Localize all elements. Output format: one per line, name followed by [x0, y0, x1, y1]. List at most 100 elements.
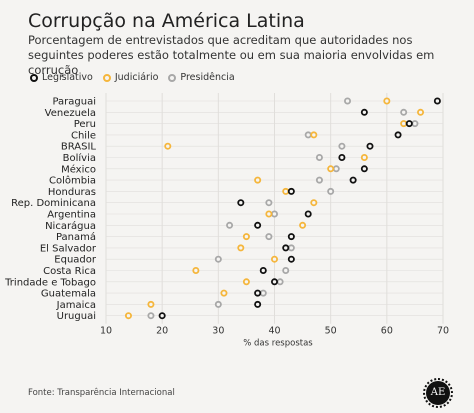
dot-judiciario — [242, 278, 250, 286]
dot-legislativo — [287, 255, 295, 263]
category-label: Peru — [74, 119, 96, 130]
legend-marker-judiciario — [102, 73, 111, 82]
dot-presidencia — [304, 131, 312, 139]
category-label: BRASIL — [61, 142, 97, 153]
legend-label-legislativo: Legislativo — [42, 72, 93, 83]
source-note: Fonte: Transparência Internacional — [28, 388, 175, 398]
dot-legislativo — [405, 120, 413, 128]
dot-judiciario — [265, 210, 273, 218]
category-label: Uruguai — [57, 311, 96, 322]
dot-judiciario — [327, 165, 335, 173]
x-tick-label: 40 — [268, 326, 280, 337]
dot-legislativo — [237, 199, 245, 207]
dot-legislativo — [270, 278, 278, 286]
dot-presidencia — [400, 108, 408, 116]
x-tick-label: 30 — [212, 326, 224, 337]
dot-presidencia — [214, 300, 222, 308]
dot-judiciario — [417, 108, 425, 116]
category-label: Nicarágua — [45, 220, 96, 232]
chart-subtitle: Porcentagem de entrevistados que acredit… — [28, 33, 435, 77]
dot-legislativo — [338, 153, 346, 161]
dot-judiciario — [310, 131, 318, 139]
dot-legislativo — [259, 266, 267, 274]
legend-item-legislativo: Legislativo — [30, 72, 93, 83]
dot-legislativo — [433, 97, 441, 105]
dot-legislativo — [254, 221, 262, 229]
legend-marker-presidencia — [168, 73, 177, 82]
dot-legislativo — [360, 108, 368, 116]
dot-presidencia — [287, 244, 295, 252]
x-tick-label: 20 — [156, 326, 168, 337]
dot-presidencia — [214, 255, 222, 263]
legend: Legislativo Judiciário Presidência — [30, 72, 235, 83]
dot-judiciario — [237, 244, 245, 252]
legend-item-judiciario: Judiciário — [102, 72, 159, 83]
dot-judiciario — [360, 153, 368, 161]
category-label: Jamaica — [56, 300, 96, 311]
dot-presidencia — [332, 165, 340, 173]
dot-judiciario — [147, 300, 155, 308]
dot-judiciario — [282, 187, 290, 195]
dot-presidencia — [147, 312, 155, 320]
dot-judiciario — [400, 120, 408, 128]
category-label: Costa Rica — [43, 266, 96, 277]
dot-legislativo — [287, 187, 295, 195]
dot-judiciario — [192, 266, 200, 274]
x-axis-label: % das respostas — [243, 339, 313, 349]
dot-judiciario — [164, 142, 172, 150]
category-label: Rep. Dominicana — [11, 198, 96, 209]
category-label: Bolívia — [63, 152, 96, 164]
dot-judiciario — [220, 289, 228, 297]
x-tick-label: 60 — [381, 326, 393, 337]
dot-judiciario — [383, 97, 391, 105]
x-tick-label: 50 — [325, 326, 337, 337]
dot-legislativo — [349, 176, 357, 184]
dot-presidencia — [226, 221, 234, 229]
dot-legislativo — [282, 244, 290, 252]
chart-title: Corrupção na América Latina — [28, 10, 305, 32]
dot-presidencia — [276, 278, 284, 286]
category-label: Colômbia — [49, 175, 96, 187]
dot-judiciario — [254, 176, 262, 184]
category-label: Honduras — [48, 187, 96, 198]
dot-judiciario — [299, 221, 307, 229]
dot-presidencia — [259, 289, 267, 297]
dot-legislativo — [158, 312, 166, 320]
dot-legislativo — [287, 233, 295, 241]
category-label: Venezuela — [45, 108, 96, 119]
legend-label-judiciario: Judiciário — [114, 72, 159, 83]
dot-presidencia — [315, 176, 323, 184]
dot-presidencia — [270, 210, 278, 218]
dot-judiciario — [310, 199, 318, 207]
ae-logo: AE — [423, 378, 453, 408]
dot-legislativo — [360, 165, 368, 173]
legend-item-presidencia: Presidência — [168, 72, 235, 83]
dot-legislativo — [366, 142, 374, 150]
dot-presidencia — [327, 187, 335, 195]
category-label: Guatemala — [41, 289, 96, 300]
dot-legislativo — [254, 289, 262, 297]
dot-presidencia — [315, 153, 323, 161]
dot-judiciario — [270, 255, 278, 263]
legend-marker-legislativo — [30, 73, 38, 82]
dot-presidencia — [338, 142, 346, 150]
category-label: México — [61, 163, 96, 175]
dot-legislativo — [304, 210, 312, 218]
category-label: Chile — [71, 130, 96, 141]
dot-presidencia — [265, 233, 273, 241]
category-label: Equador — [54, 255, 97, 266]
dot-presidencia — [411, 120, 419, 128]
category-label: Trindade e Tobago — [4, 277, 96, 288]
x-tick-label: 10 — [100, 326, 112, 337]
category-label: Argentina — [47, 210, 96, 221]
dot-judiciario — [242, 233, 250, 241]
dot-presidencia — [265, 199, 273, 207]
category-label: Paraguai — [52, 97, 96, 108]
dot-presidencia — [282, 266, 290, 274]
dot-judiciario — [124, 312, 132, 320]
dot-legislativo — [254, 300, 262, 308]
x-tick-label: 70 — [437, 326, 449, 337]
category-label: Panamá — [56, 231, 96, 243]
dot-presidencia — [344, 97, 352, 105]
